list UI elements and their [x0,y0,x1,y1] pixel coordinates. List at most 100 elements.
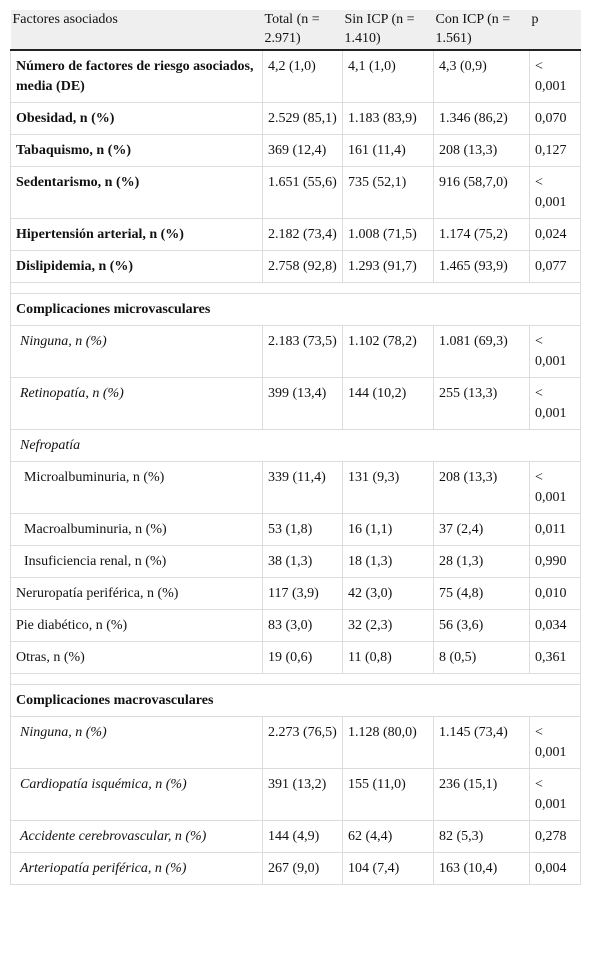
data-row: Accidente cerebrovascular, n (%) 144 (4,9… [10,820,581,853]
value-cell: 1.102 (78,2) [342,325,434,378]
value-cell: 11 (0,8) [342,641,434,674]
spacer-row [10,282,581,294]
row-label: Nefropatía [10,429,581,462]
data-row: Hipertensión arterial, n (%) 2.182 (73,4)… [10,218,581,251]
value-cell: 28 (1,3) [433,545,530,578]
row-label: Hipertensión arterial, n (%) [10,218,263,251]
table-header: Factores asociados Total (n = 2.971) Sin I… [10,10,581,51]
value-cell: 0,361 [529,641,581,674]
value-cell: 62 (4,4) [342,820,434,853]
row-label: Otras, n (%) [10,641,263,674]
table-body: Número de factores de riesgo asociados, … [10,49,581,885]
spacer-cell [10,282,581,294]
row-label: Complicaciones microvasculares [10,293,581,326]
value-cell: 0,034 [529,609,581,642]
spacer-row [10,673,581,685]
value-cell: < 0,001 [529,716,581,769]
value-cell: 161 (11,4) [342,134,434,167]
data-row: Ninguna, n (%) 2.183 (73,5) 1.102 (78,2) 1.… [10,325,581,378]
data-row: Obesidad, n (%) 2.529 (85,1) 1.183 (83,9) 1… [10,102,581,135]
data-row: Neruropatía periférica, n (%) 117 (3,9) 42… [10,577,581,610]
value-cell: 8 (0,5) [433,641,530,674]
value-cell: 0,004 [529,852,581,885]
row-label: Arteriopatía periférica, n (%) [10,852,263,885]
value-cell: 83 (3,0) [262,609,343,642]
header-cell: Factores asociados [10,10,263,51]
row-label: Dislipidemia, n (%) [10,250,263,283]
data-row: Insuficiencia renal, n (%) 38 (1,3) 18 (1,… [10,545,581,578]
value-cell: 0,010 [529,577,581,610]
value-cell: < 0,001 [529,49,581,103]
value-cell: < 0,001 [529,377,581,430]
value-cell: 37 (2,4) [433,513,530,546]
row-label: Insuficiencia renal, n (%) [10,545,263,578]
data-row: Macroalbuminuria, n (%) 53 (1,8) 16 (1,1) 3… [10,513,581,546]
value-cell: 1.008 (71,5) [342,218,434,251]
value-cell: 1.145 (73,4) [433,716,530,769]
data-row: Pie diabético, n (%) 83 (3,0) 32 (2,3) 56 (… [10,609,581,642]
section-row: Complicaciones macrovasculares [10,684,581,717]
value-cell: 916 (58,7,0) [433,166,530,219]
value-cell: 53 (1,8) [262,513,343,546]
value-cell: 117 (3,9) [262,577,343,610]
value-cell: 255 (13,3) [433,377,530,430]
value-cell: 339 (11,4) [262,461,343,514]
value-cell: 2.182 (73,4) [262,218,343,251]
data-row: Sedentarismo, n (%) 1.651 (55,6) 735 (52,1… [10,166,581,219]
row-label: Microalbuminuria, n (%) [10,461,263,514]
value-cell: 1.465 (93,9) [433,250,530,283]
header-cell: Con ICP (n = 1.561) [433,10,530,51]
header-cell: p [529,10,581,51]
data-row: Dislipidemia, n (%) 2.758 (92,8) 1.293 (91… [10,250,581,283]
section-row: Nefropatía [10,429,581,462]
value-cell: 0,077 [529,250,581,283]
data-row: Cardiopatía isquémica, n (%) 391 (13,2) 15… [10,768,581,821]
row-label: Accidente cerebrovascular, n (%) [10,820,263,853]
value-cell: 4,3 (0,9) [433,49,530,103]
value-cell: 399 (13,4) [262,377,343,430]
row-label: Pie diabético, n (%) [10,609,263,642]
value-cell: 144 (4,9) [262,820,343,853]
value-cell: 2.758 (92,8) [262,250,343,283]
data-row: Microalbuminuria, n (%) 339 (11,4) 131 (9,… [10,461,581,514]
value-cell: 369 (12,4) [262,134,343,167]
value-cell: 0,990 [529,545,581,578]
value-cell: 1.651 (55,6) [262,166,343,219]
spacer-cell [10,673,581,685]
data-row: Arteriopatía periférica, n (%) 267 (9,0) 1… [10,852,581,885]
value-cell: 208 (13,3) [433,461,530,514]
value-cell: < 0,001 [529,768,581,821]
row-label: Macroalbuminuria, n (%) [10,513,263,546]
value-cell: 208 (13,3) [433,134,530,167]
data-row: Número de factores de riesgo asociados, … [10,49,581,103]
row-label: Ninguna, n (%) [10,325,263,378]
value-cell: 155 (11,0) [342,768,434,821]
value-cell: 104 (7,4) [342,852,434,885]
header-cell: Total (n = 2.971) [262,10,343,51]
value-cell: < 0,001 [529,325,581,378]
value-cell: 0,127 [529,134,581,167]
row-label: Tabaquismo, n (%) [10,134,263,167]
data-row: Retinopatía, n (%) 399 (13,4) 144 (10,2) 25… [10,377,581,430]
data-table: Factores asociados Total (n = 2.971) Sin I… [10,10,581,885]
value-cell: 82 (5,3) [433,820,530,853]
value-cell: 391 (13,2) [262,768,343,821]
section-row: Complicaciones microvasculares [10,293,581,326]
header-cell: Sin ICP (n = 1.410) [342,10,434,51]
value-cell: 18 (1,3) [342,545,434,578]
value-cell: 1.183 (83,9) [342,102,434,135]
row-label: Retinopatía, n (%) [10,377,263,430]
value-cell: 1.346 (86,2) [433,102,530,135]
value-cell: 0,011 [529,513,581,546]
value-cell: 42 (3,0) [342,577,434,610]
row-label: Complicaciones macrovasculares [10,684,581,717]
value-cell: 32 (2,3) [342,609,434,642]
value-cell: 2.529 (85,1) [262,102,343,135]
value-cell: 0,070 [529,102,581,135]
value-cell: < 0,001 [529,166,581,219]
value-cell: 1.128 (80,0) [342,716,434,769]
row-label: Obesidad, n (%) [10,102,263,135]
value-cell: 0,278 [529,820,581,853]
data-row: Otras, n (%) 19 (0,6) 11 (0,8) 8 (0,5) 0,361 [10,641,581,674]
